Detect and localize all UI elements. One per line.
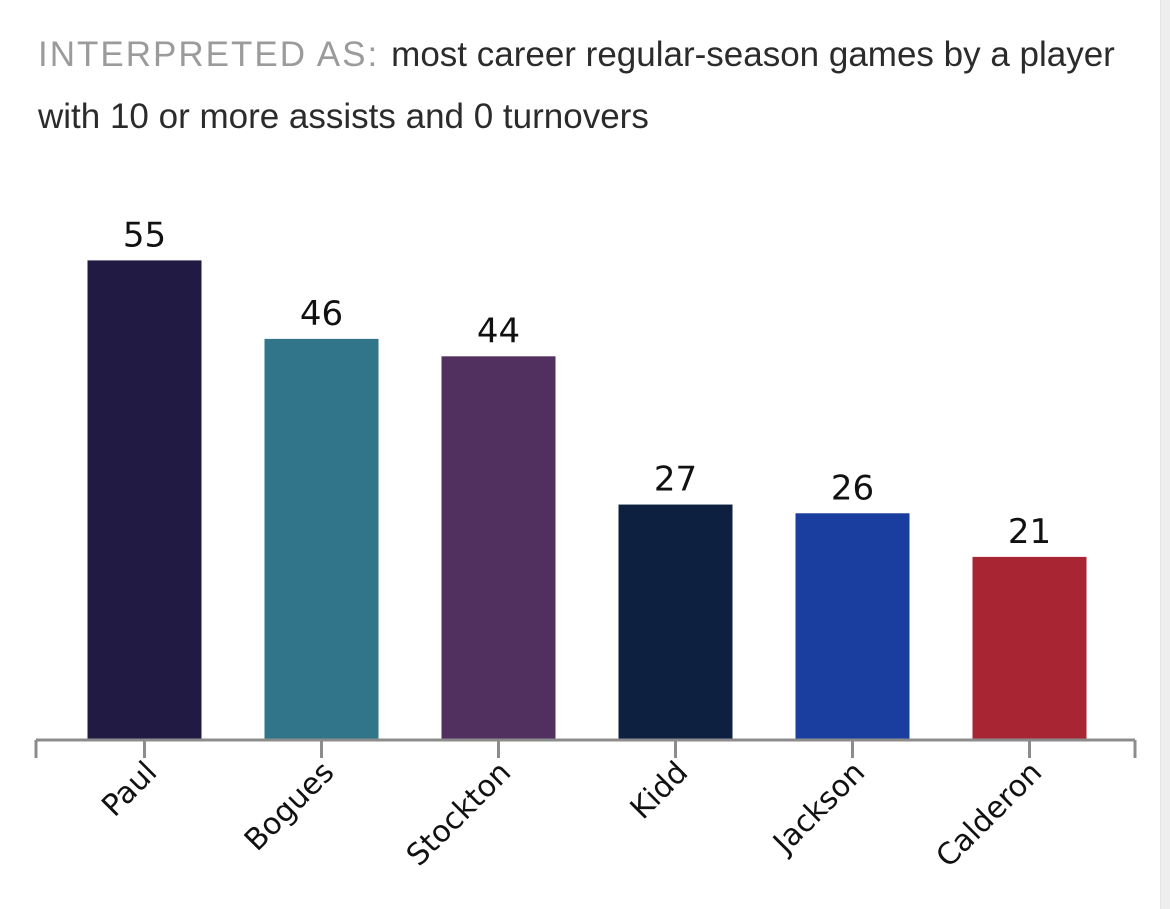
bar-calderon[interactable]: [972, 556, 1087, 740]
bar-kidd[interactable]: [618, 504, 733, 740]
value-labels-group: 55 46 44 27 26 21: [123, 215, 1051, 551]
category-label-paul: Paul: [95, 755, 164, 824]
category-label-calderon: Calderon: [930, 755, 1050, 875]
query-text: most career regular-season games by a pl…: [38, 35, 1115, 136]
value-label-paul: 55: [123, 215, 166, 255]
value-label-stockton: 44: [477, 311, 520, 351]
x-axis: [34, 738, 1137, 758]
query-interpretation: INTERPRETED AS: most career regular-seaso…: [38, 24, 1128, 148]
bars-group: [87, 260, 1087, 740]
interpreted-as-label: INTERPRETED AS:: [38, 35, 380, 74]
value-label-calderon: 21: [1008, 512, 1051, 552]
scrollbar-thumb[interactable]: [1160, 0, 1170, 909]
category-label-bogues: Bogues: [238, 755, 341, 858]
category-label-kidd: Kidd: [624, 755, 695, 826]
category-labels-group: Paul Bogues Stockton Kidd Jackson Calderon: [95, 755, 1049, 875]
value-label-bogues: 46: [300, 294, 343, 334]
bar-bogues[interactable]: [264, 338, 379, 740]
value-label-jackson: 26: [831, 468, 874, 508]
bar-jackson[interactable]: [795, 513, 910, 740]
value-label-kidd: 27: [654, 460, 697, 500]
bar-stockton[interactable]: [441, 356, 556, 740]
category-label-stockton: Stockton: [400, 755, 518, 873]
category-label-jackson: Jackson: [765, 755, 872, 862]
bar-paul[interactable]: [87, 260, 202, 740]
